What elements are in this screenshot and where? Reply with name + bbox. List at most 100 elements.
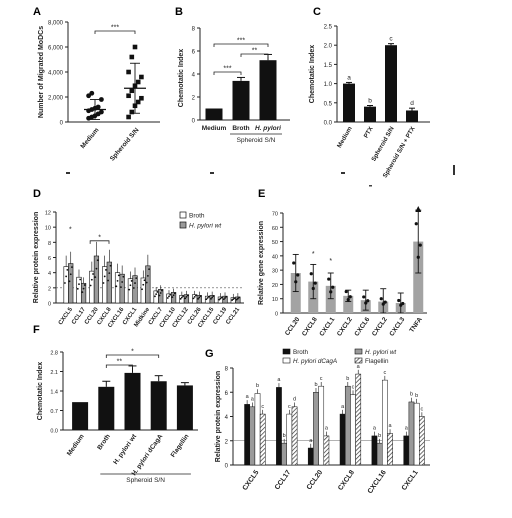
panel-g-category-label: CXCL8 (337, 469, 356, 492)
panel-d-ytick-label: 12 (45, 211, 51, 217)
panel-e-ytick-label: 40 (272, 254, 278, 260)
panel-g-bar (419, 416, 425, 466)
panel-d-point (83, 284, 86, 286)
panel-letter-a: A (33, 6, 41, 18)
panel-g-bar (291, 406, 298, 466)
panel-g-letter: b (256, 383, 259, 389)
panel-d-point (115, 285, 118, 288)
panel-e-ytick-label: 20 (272, 283, 278, 289)
panel-d-point (161, 289, 163, 292)
panel-a-point-spheroid (135, 79, 141, 85)
panel-g-letter: a (246, 394, 250, 400)
panel-d-point (107, 279, 109, 282)
panel-b-bar (205, 108, 223, 120)
panel-c-bar (343, 83, 355, 122)
panel-g-bar (249, 406, 256, 466)
panel-d-point (205, 298, 208, 301)
panel-e-ytick-label: 30 (272, 269, 278, 275)
panel-d-point (179, 297, 182, 300)
panel-b-ytick-label: 2 (192, 96, 196, 102)
panel-a-point-spheroid (135, 99, 141, 105)
panel-d-point (65, 275, 68, 278)
panel-c-bar (406, 110, 418, 122)
panel-e-point (397, 298, 401, 303)
panel-d-point (116, 279, 119, 282)
panel-d-category-label: CCL21 (225, 306, 241, 326)
panel-c-ytick-label: 2.0 (324, 44, 333, 50)
panel-e-point (346, 298, 350, 302)
panel-e-point (401, 301, 405, 306)
panel-g-letter: c (383, 370, 386, 376)
panel-c-ytick-label: 1.5 (324, 63, 333, 69)
panel-d-point (231, 299, 233, 301)
panel-d-point (89, 284, 92, 287)
panel-g-letter: a (357, 364, 361, 370)
panel-c-category-label: PTX (363, 125, 376, 140)
panel-d-point (94, 276, 97, 279)
panel-d-point (233, 297, 236, 300)
panel-e-category-label: CXCL3 (388, 316, 406, 338)
panel-e-point (348, 295, 352, 299)
panel-d-point (186, 294, 189, 297)
panel-d-point (222, 298, 225, 301)
panel-g-letter: c (352, 384, 355, 390)
panel-letter-d: D (33, 188, 41, 200)
panel-e-significance: * (329, 258, 332, 265)
panel-d-point (199, 295, 202, 297)
panel-g-letter: c (261, 404, 264, 410)
panel-d-point (193, 296, 196, 298)
panel-b-category-label: Medium (202, 125, 227, 132)
panel-d-point (148, 268, 150, 271)
panel-b-ytick-label: 4 (192, 73, 196, 79)
panel-e-point (294, 280, 298, 284)
panel-a-point-medium (95, 104, 101, 110)
panel-b-group-label: Spheroid S/N (237, 137, 276, 144)
panel-d-point (79, 278, 82, 281)
panel-a-point-spheroid (129, 109, 135, 115)
panel-d-point (184, 297, 187, 300)
panel-e-point (362, 295, 366, 299)
panel-e-point (366, 299, 370, 303)
panel-a-category-label: Medium (79, 127, 100, 150)
panel-e-ytick-label: 0 (275, 312, 278, 318)
panel-d-ytick-label: 10 (45, 226, 51, 232)
panel-d-point (128, 288, 131, 291)
panel-e-overflow-arrow (415, 206, 422, 212)
panel-g-legend-swatch (282, 357, 291, 364)
panel-d-point (235, 298, 238, 301)
panel-d-point (132, 287, 135, 289)
panel-b-ytick-label: 6 (192, 50, 196, 56)
panel-g-legend-label: H. pylori dCagA (293, 358, 337, 365)
panel-b-bar (232, 80, 250, 120)
panel-g-bar (259, 413, 266, 466)
panel-a-point-spheroid (126, 93, 131, 99)
panel-d-point (218, 298, 221, 301)
panel-g-category-label: CXCL1 (401, 469, 420, 492)
panel-d-point (76, 287, 79, 290)
panel-d-point (92, 273, 94, 275)
panel-a-point-spheroid (139, 95, 144, 101)
panel-d-bar-hpylori (145, 265, 151, 304)
panel-f-bracket (105, 354, 160, 358)
panel-d-bar-hpylori (93, 255, 100, 304)
panel-d-point (210, 297, 212, 300)
panel-b-bar: 0 2 4 6 8 Chemotatic Index Medium Broth H. pylor… (178, 27, 290, 144)
panel-g-letter: a (341, 404, 345, 410)
panel-f-bar (176, 385, 193, 430)
panel-b-category-label: Broth (232, 125, 249, 132)
panel-g-bar (339, 413, 346, 466)
panel-b-bracket (213, 43, 269, 47)
panel-g-legend-swatch (354, 357, 363, 364)
panel-d-point (129, 284, 132, 287)
panel-f-ytick-label: 0.7 (50, 409, 58, 415)
panel-d-point (219, 297, 222, 300)
panel-g-ytick-label: 6 (225, 391, 229, 397)
panel-e-point (331, 285, 335, 289)
panel-d-point (173, 292, 176, 295)
panel-d-point (117, 274, 120, 277)
panel-d-ytick-label: 6 (48, 256, 51, 262)
panel-d-bar-broth (63, 266, 69, 304)
panel-g-ytick-label: 2 (225, 439, 229, 445)
